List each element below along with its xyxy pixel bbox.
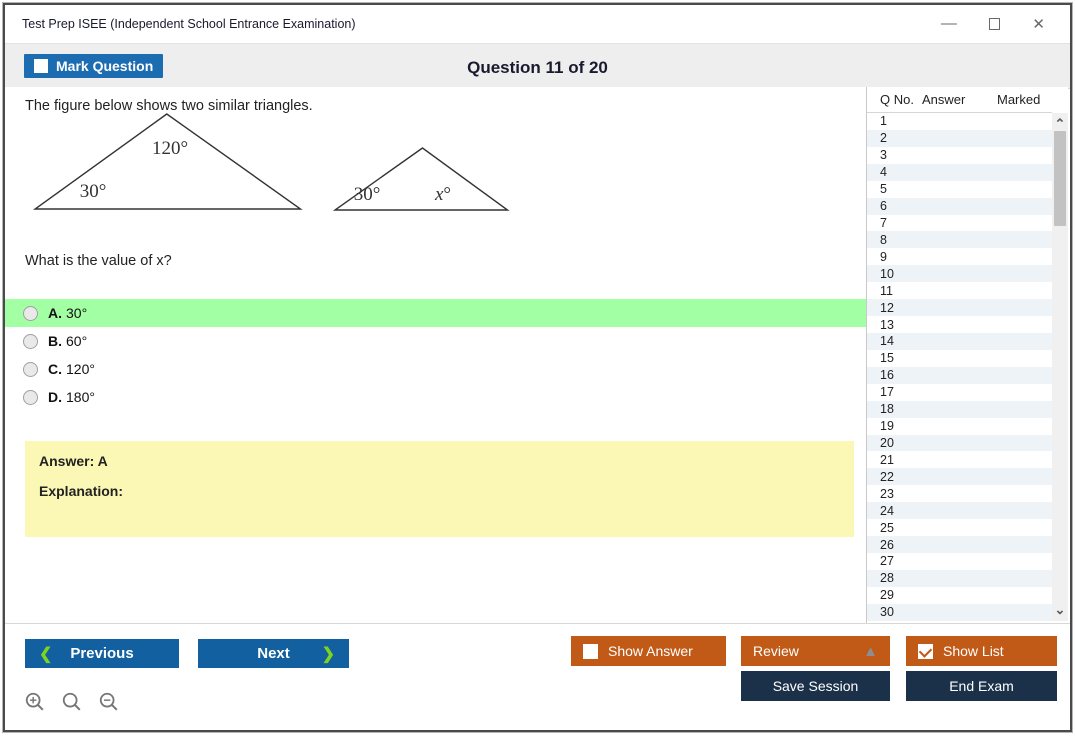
svg-text:30°: 30° — [354, 184, 381, 205]
svg-text:30°: 30° — [80, 181, 107, 202]
svg-text:120°: 120° — [152, 138, 188, 159]
svg-text:x°: x° — [434, 184, 451, 205]
